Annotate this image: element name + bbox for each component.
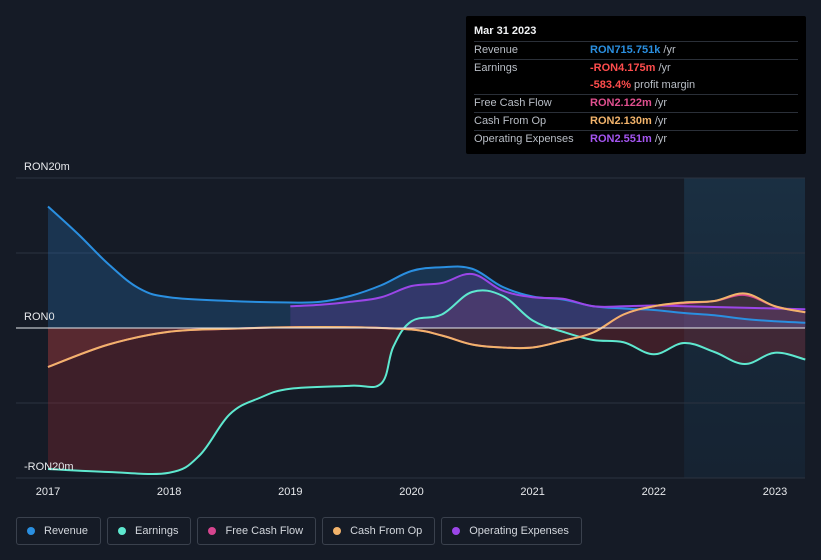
tooltip-row-unit: /yr	[655, 62, 671, 74]
tooltip-row: Revenue RON715.751k /yr	[474, 41, 798, 59]
tooltip-row-unit: /yr	[651, 115, 668, 127]
tooltip-row-label: Free Cash Flow	[474, 97, 552, 109]
legend-item-free-cash-flow[interactable]: Free Cash Flow	[197, 517, 317, 545]
legend-dot-icon	[27, 527, 35, 535]
tooltip-row-label: Earnings	[474, 62, 518, 74]
earnings-line	[47, 289, 806, 475]
x-tick-label: 2020	[399, 486, 423, 498]
tooltip-row-unit: /yr	[651, 97, 668, 109]
tooltip-row: -583.4% profit margin	[474, 77, 798, 94]
legend-label: Operating Expenses	[469, 525, 569, 537]
tooltip-row-value: -583.4%	[590, 79, 631, 91]
x-tick-label: 2022	[642, 486, 666, 498]
legend-dot-icon	[208, 527, 217, 535]
chart-legend: Revenue Earnings Free Cash Flow Cash From O…	[16, 517, 582, 545]
tooltip-row-label: Cash From Op	[474, 115, 547, 127]
tooltip-row: Free Cash Flow RON2.122m /yr	[474, 94, 798, 112]
x-tick-label: 2019	[278, 486, 302, 498]
tooltip-row-value: RON2.122m	[590, 97, 652, 109]
legend-item-cash-from-op[interactable]: Cash From Op	[322, 517, 436, 545]
tooltip-row-label: Operating Expenses	[474, 133, 574, 145]
tooltip-row-value: RON2.130m	[590, 115, 652, 127]
tooltip-row: Cash From Op RON2.130m /yr	[474, 112, 798, 130]
legend-label: Cash From Op	[350, 525, 423, 537]
y-tick-label: -RON20m	[24, 461, 74, 473]
tooltip-date: Mar 31 2023	[474, 25, 537, 37]
legend-label: Revenue	[44, 525, 89, 537]
revenue-area	[48, 206, 806, 328]
legend-label: Earnings	[135, 525, 179, 537]
tooltip-row-value: RON715.751k	[590, 44, 661, 56]
x-tick-label: 2021	[520, 486, 544, 498]
tooltip-row-unit: /yr	[660, 44, 676, 56]
tooltip-row-label: Revenue	[474, 44, 519, 56]
tooltip-row: Operating Expenses RON2.551m /yr	[474, 130, 798, 148]
operating-expenses-line	[290, 272, 806, 311]
legend-dot-icon	[333, 527, 342, 535]
cash-from-op-area	[48, 293, 806, 367]
tooltip-row-label	[474, 77, 590, 94]
data-tooltip: Mar 31 2023 Revenue RON715.751k /yr Earnin…	[466, 16, 806, 154]
operating-expenses-area	[290, 273, 806, 328]
legend-label: Free Cash Flow	[225, 525, 304, 537]
y-tick-label: RON0	[24, 311, 55, 323]
y-tick-label: RON20m	[24, 161, 70, 173]
tooltip-row-unit: profit margin	[630, 79, 696, 91]
tooltip-row: Earnings -RON4.175m /yr	[474, 59, 798, 77]
legend-item-operating-expenses[interactable]: Operating Expenses	[441, 517, 582, 545]
tooltip-row-value: RON2.551m	[590, 133, 652, 145]
x-tick-label: 2018	[157, 486, 181, 498]
earnings-area	[48, 290, 806, 475]
legend-item-revenue[interactable]: Revenue	[16, 517, 102, 545]
x-tick-label: 2023	[763, 486, 787, 498]
tooltip-row-value: -RON4.175m	[590, 62, 656, 74]
x-tick-label: 2017	[36, 486, 60, 498]
cash-from-op-line	[47, 292, 806, 368]
tooltip-row-unit: /yr	[651, 133, 668, 145]
legend-dot-icon	[118, 527, 127, 535]
revenue-line	[47, 205, 806, 324]
legend-item-earnings[interactable]: Earnings	[107, 517, 192, 545]
legend-dot-icon	[452, 527, 461, 535]
